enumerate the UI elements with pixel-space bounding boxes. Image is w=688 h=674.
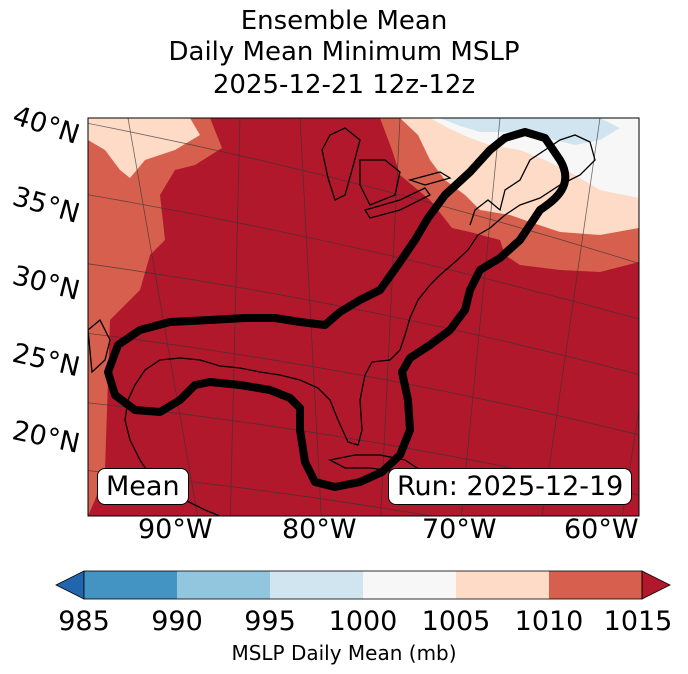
colorbar-tick-1005: 1005 <box>421 606 491 637</box>
lon-label-90: 90°W <box>138 514 213 545</box>
lon-line-70 <box>460 118 501 516</box>
title-line-3: 2025-12-21 12z-12z <box>212 70 476 100</box>
pressure-field-1005-1010-west <box>88 118 200 178</box>
mean-tag: Mean <box>97 468 189 505</box>
lat-line-30 <box>88 263 639 375</box>
colorbar-tick-1000: 1000 <box>328 606 398 637</box>
map-frame <box>87 117 640 517</box>
lon-label-60: 60°W <box>564 514 639 545</box>
title-line-2: Daily Mean Minimum MSLP <box>168 37 520 67</box>
colorbar-tick-985: 985 <box>58 606 110 637</box>
lon-line-65 <box>541 118 601 516</box>
colorbar-tick-1015: 1015 <box>603 606 673 637</box>
pressure-field-1010-1015-west <box>88 118 222 516</box>
lon-line-60 <box>621 407 639 516</box>
mean-pressure-contour <box>104 128 570 491</box>
gulf-coast <box>124 349 401 516</box>
map-area <box>88 118 639 516</box>
lon-line-85 <box>229 118 241 516</box>
colorbar-tick-1010: 1010 <box>514 606 584 637</box>
colorbar-outline <box>83 570 643 600</box>
colorbar-extend-low <box>55 570 85 600</box>
colorbar-band-1005-1010 <box>456 571 549 599</box>
lake-michigan <box>321 127 361 201</box>
baja-fragment <box>88 318 111 374</box>
colorbar-band-990-995 <box>177 571 270 599</box>
colorbar <box>55 570 671 600</box>
colorbar-tick-995: 995 <box>244 606 296 637</box>
colorbar-band-1010-1015 <box>549 571 642 599</box>
lake-huron <box>359 159 401 206</box>
lake-ontario <box>407 171 452 186</box>
colorbar-label: MSLP Daily Mean (mb) <box>231 641 457 665</box>
title-line-1: Ensemble Mean <box>240 6 448 36</box>
colorbar-band-1000-1005 <box>363 571 456 599</box>
lon-label-70: 70°W <box>422 514 497 545</box>
colorbar-tick-990: 990 <box>151 606 203 637</box>
lat-line-25 <box>88 332 639 436</box>
colorbar-band-995-1000 <box>270 571 363 599</box>
colorbar-extend-high <box>641 570 671 600</box>
lake-erie <box>363 187 431 219</box>
colorbar-band-985-990 <box>84 571 177 599</box>
lat-line-35 <box>88 194 639 320</box>
lon-label-80: 80°W <box>282 514 357 545</box>
run-date-tag: Run: 2025-12-19 <box>388 468 633 505</box>
